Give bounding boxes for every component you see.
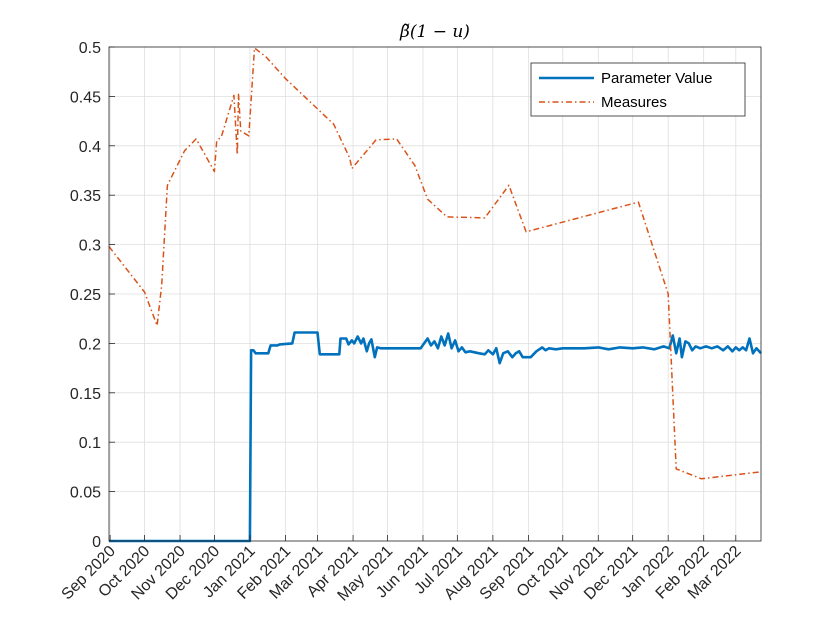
chart-title: β̃(1 − u) — [399, 22, 470, 42]
legend-box — [530, 62, 746, 117]
y-tick-label: 0 — [92, 534, 101, 551]
y-tick-label: 0.2 — [79, 336, 101, 353]
legend-label: Measures — [601, 94, 667, 111]
series-line-parameter-value — [109, 331, 762, 543]
y-tick-label: 0.3 — [79, 238, 101, 255]
legend-label: Parameter Value — [601, 70, 712, 87]
y-tick-label: 0.05 — [70, 485, 101, 502]
y-tick-label: 0.45 — [70, 89, 101, 106]
legend: Parameter Value Measures — [530, 62, 746, 117]
y-tick-label: 0.15 — [70, 386, 101, 403]
y-tick-label: 0.5 — [79, 40, 101, 57]
y-tick-label: 0.25 — [70, 287, 101, 304]
y-tick-label: 0.4 — [79, 139, 101, 156]
series-line-measures — [108, 47, 762, 480]
y-tick-label: 0.35 — [70, 188, 101, 205]
series-layer — [108, 47, 762, 543]
y-tick-label: 0.1 — [79, 435, 101, 452]
